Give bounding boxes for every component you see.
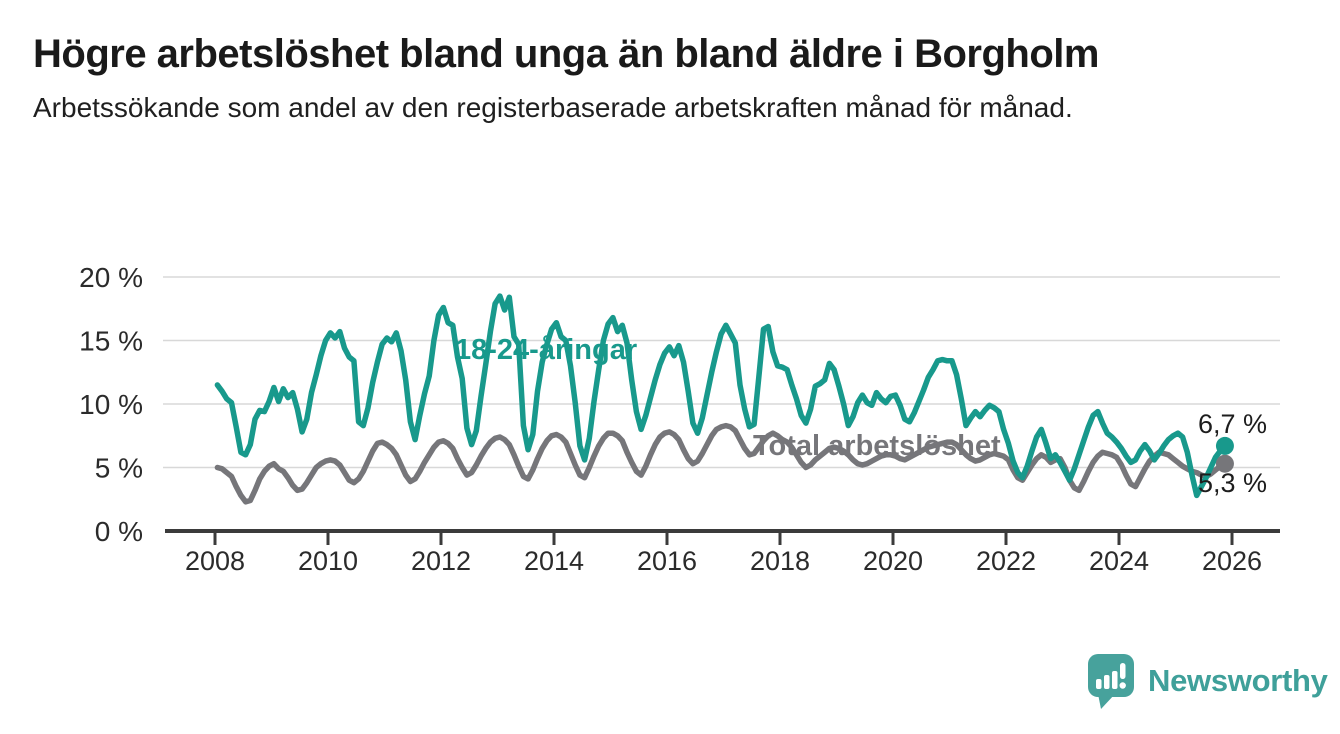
series-line-youth xyxy=(214,293,1228,499)
x-axis-label-2014: 2014 xyxy=(524,546,584,576)
x-axis-label-2008: 2008 xyxy=(185,546,245,576)
series-end-dot-youth xyxy=(1215,436,1234,455)
page-title: Högre arbetslöshet bland unga än bland ä… xyxy=(33,32,1099,76)
y-axis-label-10: 10 % xyxy=(79,389,143,420)
x-axis-label-2012: 2012 xyxy=(411,546,471,576)
x-axis-label-2026: 2026 xyxy=(1202,546,1262,576)
x-axis-label-2016: 2016 xyxy=(637,546,697,576)
page-subtitle: Arbetssökande som andel av den registerb… xyxy=(33,92,1073,123)
y-axis-label-5: 5 % xyxy=(95,453,143,484)
x-axis-label-2018: 2018 xyxy=(750,546,810,576)
chart-header: Högre arbetslöshet bland unga än bland ä… xyxy=(33,30,1293,127)
y-axis-label-0: 0 % xyxy=(95,516,143,547)
x-axis-label-2022: 2022 xyxy=(976,546,1036,576)
newsworthy-logo-icon xyxy=(1088,654,1134,709)
x-axis-label-2020: 2020 xyxy=(863,546,923,576)
x-axis-label-2010: 2010 xyxy=(298,546,358,576)
end-value-label-total: 5,3 % xyxy=(1198,468,1267,498)
end-value-label-youth: 6,7 % xyxy=(1198,409,1267,439)
x-axis-label-2024: 2024 xyxy=(1089,546,1149,576)
y-axis-label-15: 15 % xyxy=(79,326,143,357)
series-label-youth: 18-24-åringar xyxy=(455,334,637,366)
series-label-total: Total arbetslöshet xyxy=(753,430,1001,462)
newsworthy-branding: Newsworthy xyxy=(1086,652,1328,710)
y-axis-label-20: 20 % xyxy=(79,262,143,293)
newsworthy-logo-text: Newsworthy xyxy=(1148,663,1328,698)
series-end-dot-total xyxy=(1215,454,1234,473)
